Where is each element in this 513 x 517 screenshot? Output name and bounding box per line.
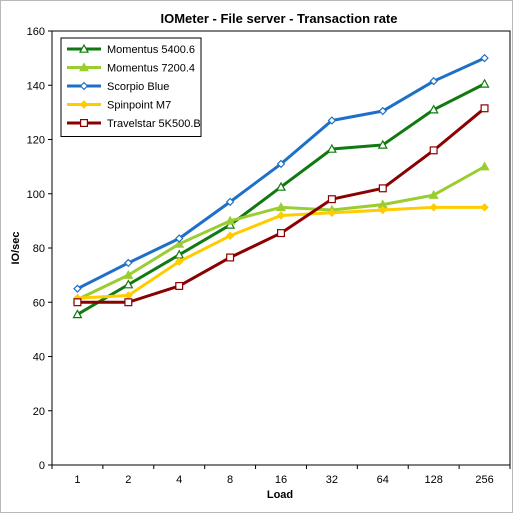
legend-label: Travelstar 5K500.B [107,118,201,130]
data-point [378,184,387,193]
data-point [327,208,337,217]
data-point [479,161,490,171]
data-point [174,238,185,248]
y-axis-title: IO/sec [10,231,22,264]
data-point [480,53,489,63]
legend-label: Spinpoint M7 [107,100,171,112]
data-point [275,202,287,212]
data-point [378,205,388,215]
data-point [377,139,388,149]
data-point [124,298,133,307]
x-tick-label: 4 [176,474,182,486]
data-point [225,197,235,207]
data-point [225,215,236,225]
data-point [276,211,286,220]
legend: Momentus 5400.6 Momentus 7200.4 Scorpio Bl… [60,37,202,137]
series-3 [73,53,489,293]
x-tick-label: 32 [326,474,338,486]
data-point [480,203,489,212]
legend-label: Momentus 7200.4 [107,63,195,75]
data-point [225,231,235,241]
legend-swatch-marker [78,62,90,72]
data-point [226,253,235,262]
legend-swatch-marker [79,81,89,91]
legend-label: Scorpio Blue [107,81,169,93]
series-layer [72,53,490,319]
x-tick-label: 256 [475,474,493,486]
data-point [124,258,133,268]
legend-swatch-marker [79,100,89,109]
data-point [174,257,184,266]
data-point [73,284,82,293]
data-point [275,181,287,191]
data-point [123,279,134,289]
legend-item: Spinpoint M7 [67,100,171,112]
x-axis-title: Load [267,489,293,501]
data-point [429,203,438,212]
legend-label: Momentus 5400.6 [107,44,195,56]
data-point [429,146,438,155]
data-point [479,78,490,88]
x-tick-label: 64 [377,474,389,486]
y-tick-label: 20 [33,406,45,418]
data-point [123,269,134,279]
y-tick-label: 60 [33,297,45,309]
data-point [378,106,388,116]
legend-item: Scorpio Blue [67,81,169,93]
data-point [429,76,438,86]
y-tick-label: 0 [39,460,45,472]
data-point [72,309,83,319]
legend-item: Travelstar 5K500.B [67,118,201,130]
data-point [73,298,82,307]
legend-item: Momentus 5400.6 [67,43,195,56]
y-tick-label: 80 [33,243,45,255]
data-point [277,229,286,238]
data-point [276,159,286,169]
data-point [327,195,336,204]
legend-swatch-marker [78,43,90,53]
data-point [480,104,489,113]
data-point [428,189,439,199]
y-axis-ticks: 0 20 40 60 80 100 120 140 160 [27,26,52,472]
legend-swatch-marker [79,118,88,127]
data-point [326,143,337,153]
x-tick-label: 1 [74,474,80,486]
data-point [428,104,439,114]
x-tick-label: 8 [227,474,233,486]
x-tick-label: 128 [424,474,442,486]
series-5 [73,104,489,307]
y-tick-label: 120 [27,135,45,147]
data-point [174,234,184,243]
x-tick-label: 2 [125,474,131,486]
y-tick-label: 40 [33,352,45,364]
legend-item: Momentus 7200.4 [67,62,195,75]
data-point [175,281,184,290]
y-tick-label: 100 [27,189,45,201]
x-tick-label: 16 [275,474,287,486]
chart-title: IOMeter - File server - Transaction rate [161,11,398,26]
y-tick-label: 160 [27,26,45,38]
x-axis-ticks: 1 2 4 8 16 32 64 128 256 [51,465,511,486]
data-point [327,116,337,125]
y-tick-label: 140 [27,80,45,92]
